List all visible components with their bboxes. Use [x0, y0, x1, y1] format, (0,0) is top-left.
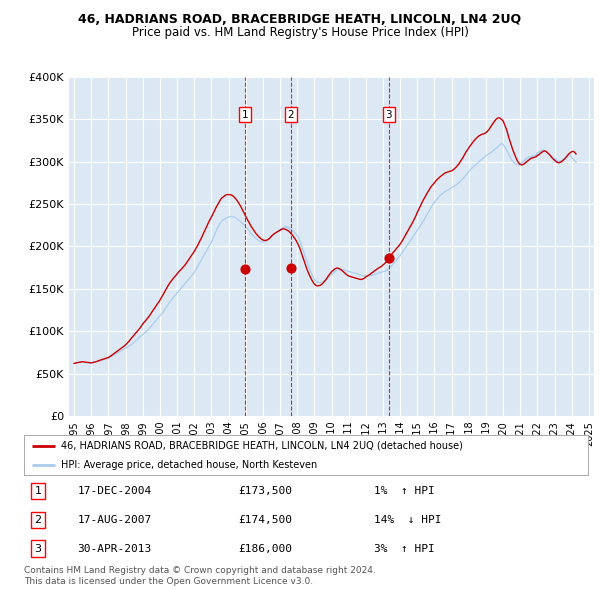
Text: 1: 1 [35, 486, 41, 496]
Text: 17-AUG-2007: 17-AUG-2007 [77, 515, 152, 525]
Text: 14%  ↓ HPI: 14% ↓ HPI [374, 515, 441, 525]
Text: 30-APR-2013: 30-APR-2013 [77, 543, 152, 553]
Text: 1%  ↑ HPI: 1% ↑ HPI [374, 486, 434, 496]
Text: 17-DEC-2004: 17-DEC-2004 [77, 486, 152, 496]
Text: 3: 3 [35, 543, 41, 553]
Text: HPI: Average price, detached house, North Kesteven: HPI: Average price, detached house, Nort… [61, 460, 317, 470]
Text: £186,000: £186,000 [238, 543, 292, 553]
Text: 2: 2 [287, 110, 294, 120]
Text: 1: 1 [242, 110, 248, 120]
Text: This data is licensed under the Open Government Licence v3.0.: This data is licensed under the Open Gov… [24, 577, 313, 586]
Text: 46, HADRIANS ROAD, BRACEBRIDGE HEATH, LINCOLN, LN4 2UQ (detached house): 46, HADRIANS ROAD, BRACEBRIDGE HEATH, LI… [61, 441, 463, 451]
Text: 3%  ↑ HPI: 3% ↑ HPI [374, 543, 434, 553]
Point [286, 263, 296, 273]
Text: 46, HADRIANS ROAD, BRACEBRIDGE HEATH, LINCOLN, LN4 2UQ: 46, HADRIANS ROAD, BRACEBRIDGE HEATH, LI… [79, 13, 521, 26]
Point [384, 254, 394, 263]
Text: 2: 2 [35, 515, 41, 525]
Text: Contains HM Land Registry data © Crown copyright and database right 2024.: Contains HM Land Registry data © Crown c… [24, 566, 376, 575]
Point [240, 264, 250, 274]
Text: 3: 3 [385, 110, 392, 120]
Text: £174,500: £174,500 [238, 515, 292, 525]
Text: Price paid vs. HM Land Registry's House Price Index (HPI): Price paid vs. HM Land Registry's House … [131, 26, 469, 39]
Text: £173,500: £173,500 [238, 486, 292, 496]
